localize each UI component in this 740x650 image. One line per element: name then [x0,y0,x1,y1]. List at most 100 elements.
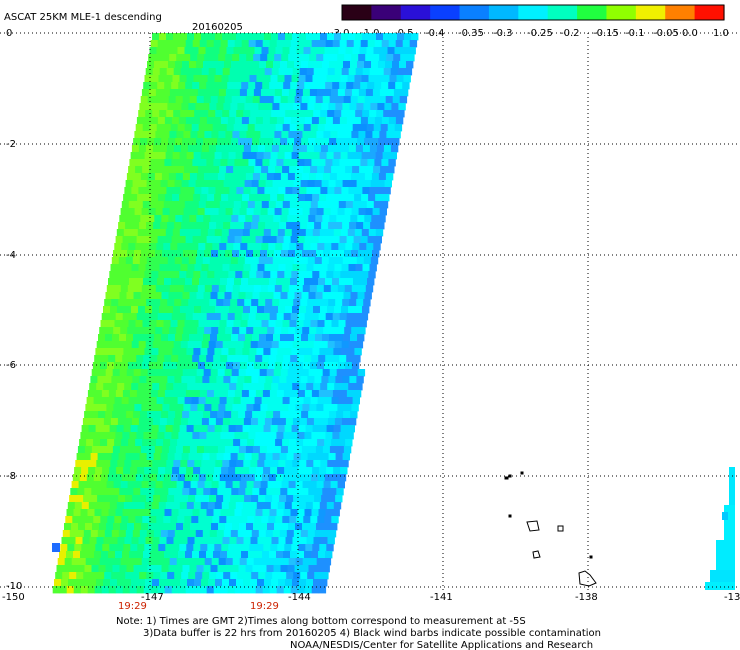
swath-cell [142,474,151,482]
swath-cell [341,383,349,391]
swath-cell [219,439,227,447]
swath-cell [175,292,183,300]
swath-cell [269,117,278,125]
swath-cell [217,96,226,104]
swath-cell [362,33,370,41]
swath-cell [204,250,212,258]
swath-cell [368,75,376,83]
swath-cell [109,271,117,279]
swath-cell [231,61,239,69]
swath-cell [284,152,292,160]
swath-cell [181,180,189,188]
swath-cell [184,201,193,209]
swath-cell [136,509,144,517]
swath-cell [167,530,176,538]
swath-cell [195,222,203,230]
swath-cell [243,33,251,41]
swath-cell [298,544,306,552]
swath-cell [224,61,232,69]
swath-cell [270,229,279,237]
swath-cell [224,138,232,146]
swath-cell [348,383,356,391]
swath-cell [249,544,257,552]
swath-cell [365,131,373,139]
swath-cell [318,313,327,321]
swath-cell [342,376,350,384]
swath-cell [266,565,274,573]
swath-cell [377,103,385,111]
swath-cell [313,145,322,153]
swath-cell [165,348,173,356]
swath-cell [260,558,269,566]
swath-cell [181,222,189,230]
swath-cell [350,215,358,223]
swath-cell [317,166,325,174]
swath-cell [167,453,175,461]
swath-cell [294,565,302,573]
swath-cell [120,523,128,531]
swath-cell [366,166,374,174]
swath-cell [144,425,152,433]
swath-cell [353,117,362,125]
swath-cell [352,201,361,209]
swath-cell [318,355,326,363]
swath-cell [108,313,117,321]
swath-cell [390,33,398,41]
swath-cell [186,75,194,83]
swath-cell [253,285,262,293]
swath-cell [266,446,275,454]
swath-cell [274,362,283,370]
swath-cell [128,243,136,251]
swath-cell [281,523,289,531]
swath-cell [173,264,181,272]
swath-cell [377,222,385,230]
swath-cell [147,446,156,454]
swath-cell [178,586,187,594]
swath-cell [198,201,207,209]
swath-cell [199,159,207,167]
swath-cell [114,516,122,524]
swath-cell [233,397,241,405]
swath-cell [245,292,253,300]
swath-cell [729,467,735,507]
swath-cell [312,152,320,160]
swath-cell [358,131,366,139]
swath-cell [121,397,129,405]
swath-cell [324,397,332,405]
swath-cell [257,145,266,153]
colorbar-swatch [606,5,637,20]
swath-cell [187,383,195,391]
swath-cell [265,103,273,111]
swath-cell [140,446,149,454]
swath-cell [259,138,267,146]
colorbar-swatch [400,5,431,20]
swath-cell [308,334,316,342]
swath-cell [138,460,146,468]
swath-cell [328,299,336,307]
swath-cell [333,152,341,160]
swath-cell [182,96,191,104]
swath-cell [370,180,378,188]
swath-cell [166,341,175,349]
swath-cell [195,103,203,111]
swath-cell [82,418,91,426]
swath-cell [195,299,203,307]
swath-cell [163,439,171,447]
colorbar-swatch [488,5,519,20]
swath-cell [154,96,163,104]
swath-cell [240,124,249,132]
swath-cell [283,313,292,321]
swath-cell [288,250,296,258]
swath-cell [241,40,250,48]
swath-cell [369,68,378,76]
swath-cell [301,446,310,454]
swath-cell [249,152,257,160]
swath-cell [186,229,195,237]
swath-cell [169,131,177,139]
swath-cell [302,250,310,258]
swath-cell [179,194,187,202]
swath-cell [344,404,352,412]
swath-cell [180,110,188,118]
swath-cell [362,187,370,195]
swath-cell [371,61,379,69]
